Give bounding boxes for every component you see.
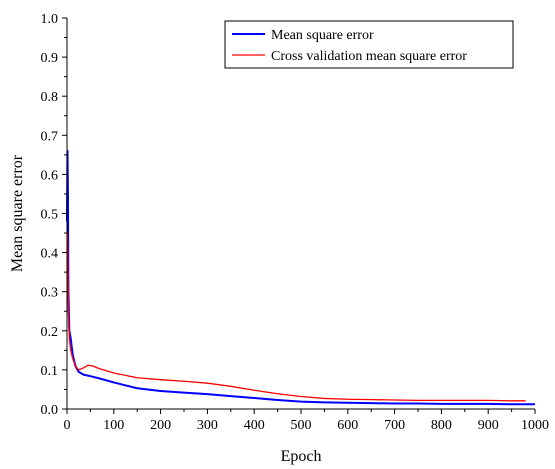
x-tick-label: 1000 [521,418,549,433]
x-tick-label: 500 [291,418,312,433]
legend-label-1: Mean square error [271,28,374,43]
y-tick-label: 0.8 [41,90,59,105]
x-axis-title: Epoch [281,448,322,465]
y-tick-label: 0.7 [41,129,59,144]
y-tick-label: 0.6 [41,168,59,183]
y-tick-label: 0.9 [41,51,59,66]
plot-area [66,149,535,406]
y-tick-label: 0.3 [41,286,59,301]
x-tick-label: 600 [337,418,358,433]
y-tick-label: 0.2 [41,325,59,340]
x-tick-label: 200 [150,418,171,433]
x-tick-label: 300 [197,418,218,433]
y-tick-label: 1.0 [41,12,59,27]
x-tick-label: 0 [64,418,71,433]
y-tick-label: 0.5 [41,208,59,223]
axes: 0 100 200 300 400 500 600 700 800 900 1000 0.0 0.1 0.… [41,12,550,433]
x-tick-label: 100 [103,418,124,433]
series-line-2 [66,232,526,402]
legend: Mean square error Cross validation mean s… [224,20,514,69]
y-axis-title: Mean square error [9,154,26,272]
series-line-1 [66,149,535,406]
x-tick-label: 400 [244,418,265,433]
legend-box [224,20,514,69]
x-tick-label: 900 [478,418,499,433]
y-tick-label: 0.4 [41,247,59,262]
y-tick-label: 0.1 [41,364,59,379]
x-tick-label: 700 [384,418,405,433]
x-tick-label: 800 [431,418,452,433]
y-tick-label: 0.0 [41,403,59,418]
legend-label-2: Cross validation mean square error [271,49,467,64]
